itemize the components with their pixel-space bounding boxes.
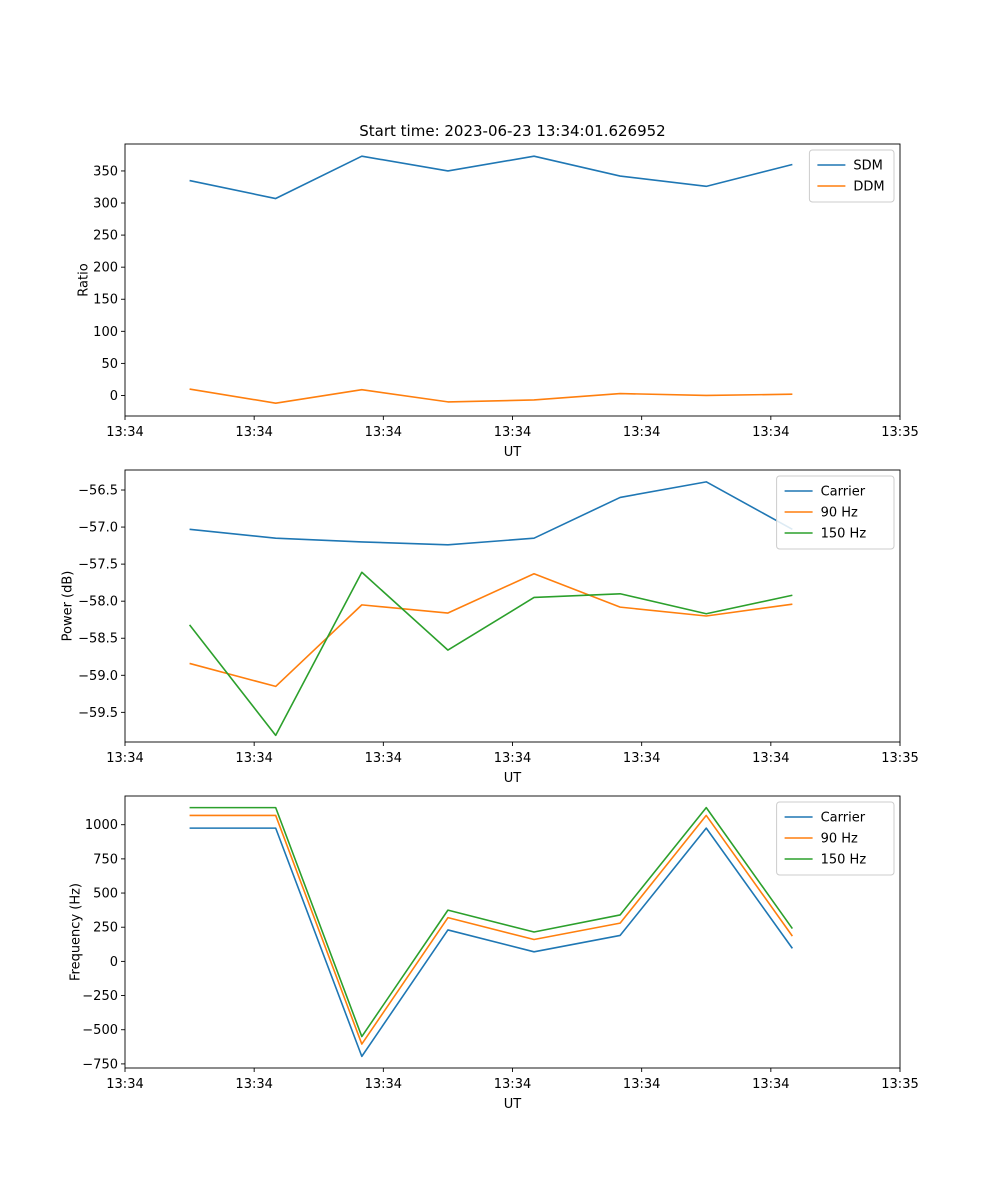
y-tick-label: 0 [110,955,118,970]
legend-label: 150 Hz [821,853,867,868]
x-axis-label: UT [504,445,522,460]
x-tick-label: 13:34 [106,751,143,766]
y-tick-label: 300 [93,197,118,212]
legend-label: DDM [853,180,884,195]
x-tick-label: 13:34 [365,425,402,440]
series-line-90-hz [189,572,793,688]
x-axis-label: UT [504,1097,522,1112]
series-line-sdm [189,155,793,200]
y-tick-label: 50 [101,357,118,372]
x-tick-label: 13:35 [881,1077,918,1092]
x-tick-label: 13:34 [365,751,402,766]
series-line-ddm [189,388,793,404]
y-tick-label: −56.5 [78,484,118,499]
legend: SDM DDM [808,149,895,203]
legend-label: Carrier [821,485,866,500]
legend-label: SDM [853,159,882,174]
x-tick-label: 13:34 [752,751,789,766]
subplots: 13:34 13:34 13:34 13:34 13:34 13:34 13:35 UT 0 50… [61,143,919,1112]
y-axis-label: Power (dB) [61,571,76,642]
y-tick-label: 750 [93,852,118,867]
x-tick-label: 13:34 [365,1077,402,1092]
series-line-carrier [189,827,794,1058]
y-tick-label: −750 [82,1057,118,1072]
subplot-3: 13:34 13:34 13:34 13:34 13:34 13:34 13:35 UT −75… [68,795,919,1112]
subplot-2: 13:34 13:34 13:34 13:34 13:34 13:34 13:35 UT −59… [61,469,919,786]
legend-label: 90 Hz [821,832,858,847]
x-tick-label: 13:34 [235,1077,272,1092]
x-axis-label: UT [504,771,522,786]
y-tick-label: 250 [93,921,118,936]
y-tick-label: −59.0 [78,669,118,684]
legend-label: Carrier [821,811,866,826]
series-line-90-hz [189,814,794,1045]
y-tick-label: 350 [93,164,118,179]
x-tick-label: 13:34 [106,1077,143,1092]
legend-label: 150 Hz [821,527,867,542]
y-tick-label: 100 [93,325,118,340]
figure-title: Start time: 2023-06-23 13:34:01.626952 [359,122,665,140]
y-axis-label: Ratio [76,263,91,296]
x-tick-label: 13:34 [623,425,660,440]
x-tick-label: 13:34 [494,425,531,440]
y-tick-label: −250 [82,989,118,1004]
x-tick-label: 13:35 [881,425,918,440]
legend-label: 90 Hz [821,506,858,521]
subplot-1: 13:34 13:34 13:34 13:34 13:34 13:34 13:35 UT 0 50… [76,143,919,460]
x-tick-label: 13:34 [235,751,272,766]
series-line-150-hz [189,806,794,1038]
x-tick-label: 13:35 [881,751,918,766]
y-axis-label: Frequency (Hz) [68,883,83,981]
x-tick-label: 13:34 [494,751,531,766]
series-line-carrier [189,481,793,546]
x-tick-label: 13:34 [752,1077,789,1092]
y-tick-label: −58.0 [78,595,118,610]
x-tick-label: 13:34 [752,425,789,440]
y-tick-label: −57.5 [78,558,118,573]
y-tick-label: −58.5 [78,632,118,647]
legend-box [776,801,895,876]
y-tick-label: 1000 [85,818,118,833]
x-tick-label: 13:34 [235,425,272,440]
y-tick-label: −57.0 [78,521,118,536]
legend-box [776,475,895,550]
series-line-150-hz [188,571,793,737]
y-tick-label: −59.5 [78,706,118,721]
y-tick-label: 250 [93,229,118,244]
x-tick-label: 13:34 [623,751,660,766]
y-tick-label: 150 [93,293,118,308]
legend-box [808,149,895,203]
x-tick-label: 13:34 [106,425,143,440]
y-tick-label: −500 [82,1023,118,1038]
legend: Carrier 90 Hz 150 Hz [776,801,895,876]
y-tick-label: 200 [93,261,118,276]
y-tick-label: 0 [110,389,118,404]
y-tick-label: 500 [93,887,118,902]
x-tick-label: 13:34 [494,1077,531,1092]
x-tick-label: 13:34 [623,1077,660,1092]
legend: Carrier 90 Hz 150 Hz [776,475,895,550]
